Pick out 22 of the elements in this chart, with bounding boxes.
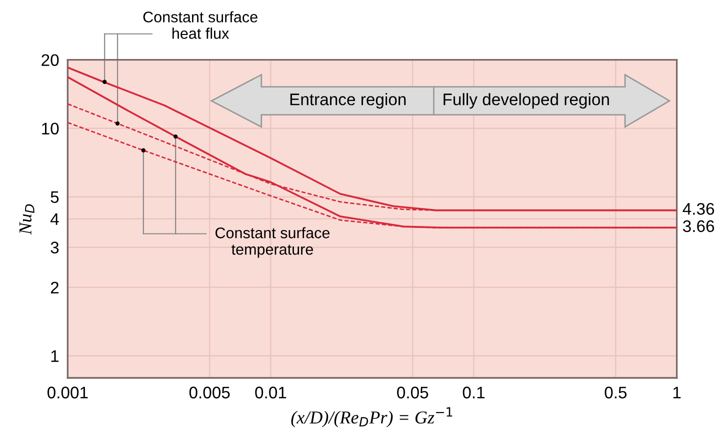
x-axis-title: (x/D)/(Re$_{D}$Pr) = Gz$^{−1}$: [291, 407, 452, 428]
x-tick-label: 0.005: [189, 386, 230, 398]
annotation: Fully developed region: [444, 93, 609, 109]
y-tick-label: 1: [51, 350, 59, 362]
y-tick-label: 10: [42, 122, 59, 134]
y-tick-label: 20: [42, 54, 59, 66]
y-tick-label: 4: [50, 213, 59, 225]
y-tick-label: 5: [50, 191, 59, 203]
annotation: Constant surface temperature: [216, 227, 330, 258]
x-tick-label: 0.5: [604, 386, 627, 398]
annotation: 3.66: [682, 220, 714, 232]
annotation: Entrance region: [290, 93, 406, 109]
y-tick-label: 3: [50, 242, 59, 254]
x-tick-label: 0.1: [462, 386, 485, 398]
y-tick-label: 2: [50, 282, 59, 294]
x-tick-label: 0.05: [397, 386, 428, 398]
x-tick-label: 1: [673, 386, 681, 398]
x-tick-label: 0.01: [255, 386, 286, 398]
text: Constant surface heat flux: [143, 11, 258, 39]
y-axis-title: Nu$_{D}$: [19, 204, 34, 235]
annotation: 4.36: [682, 203, 714, 215]
x-tick-label: 0.001: [47, 386, 88, 398]
